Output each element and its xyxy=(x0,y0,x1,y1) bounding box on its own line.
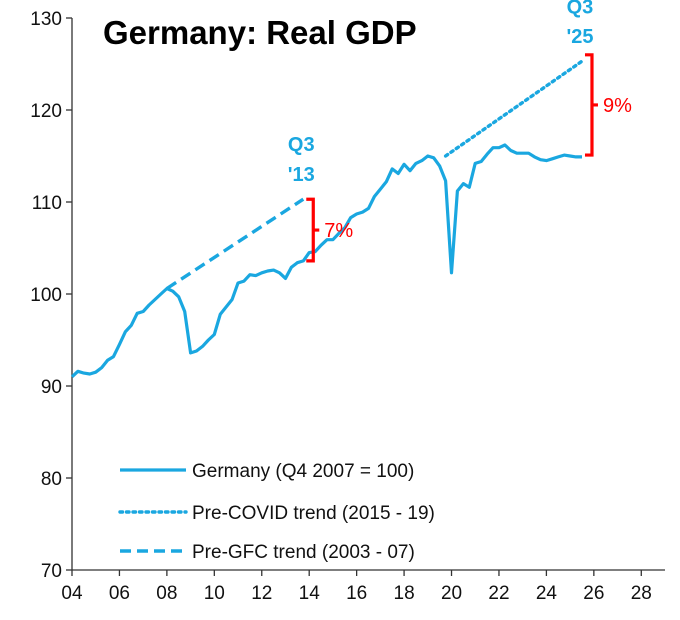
x-tick-label: 24 xyxy=(536,583,558,604)
annotations: Q3 '13 7% Q3 '25 9% xyxy=(288,0,632,263)
series-line-dashed xyxy=(165,197,305,290)
x-tick-label: 28 xyxy=(631,583,652,604)
x-tick-label: 08 xyxy=(156,583,177,604)
gap-label: 7% xyxy=(324,220,353,242)
y-tick-label: 80 xyxy=(41,469,62,490)
quarter-label: Q3 xyxy=(288,134,315,156)
year-label: '13 xyxy=(288,164,315,186)
gap-bracket xyxy=(584,53,598,157)
year-label: '25 xyxy=(566,26,593,48)
x-tick-label: 04 xyxy=(61,583,83,604)
x-tick-label: 20 xyxy=(441,583,462,604)
y-tick-label: 120 xyxy=(30,101,62,122)
series-line-solid xyxy=(70,143,582,378)
x-tick-label: 06 xyxy=(109,583,130,604)
x-tick-label: 10 xyxy=(204,583,225,604)
x-tick-label: 16 xyxy=(346,583,367,604)
gap-label: 9% xyxy=(603,95,632,117)
gap-bracket xyxy=(306,197,320,263)
y-tick-label: 90 xyxy=(41,377,62,398)
y-tick-label: 100 xyxy=(30,285,62,306)
y-tick-label: 70 xyxy=(41,561,62,582)
quarter-label: Q3 xyxy=(567,0,594,18)
axes: 70 80 90 100 110 120 130 04 06 08 10 12 14 16 18 20 22 24… xyxy=(30,9,665,604)
legend: Germany (Q4 2007 = 100) Pre-COVID trend (… xyxy=(118,461,435,563)
x-tick-label: 18 xyxy=(394,583,415,604)
y-tick-label: 110 xyxy=(32,193,62,214)
y-tick-label: 130 xyxy=(30,9,62,30)
x-tick-label: 22 xyxy=(488,583,509,604)
legend-label: Pre-COVID trend (2015 - 19) xyxy=(192,503,435,524)
legend-label: Germany (Q4 2007 = 100) xyxy=(192,461,414,482)
chart-title: Germany: Real GDP xyxy=(103,14,417,51)
legend-label: Pre-GFC trend (2003 - 07) xyxy=(192,542,415,563)
series-line-dotted xyxy=(443,59,584,158)
x-tick-label: 26 xyxy=(583,583,604,604)
series-marks xyxy=(70,59,584,378)
x-tick-label: 12 xyxy=(251,583,272,604)
x-tick-label: 14 xyxy=(299,583,321,604)
